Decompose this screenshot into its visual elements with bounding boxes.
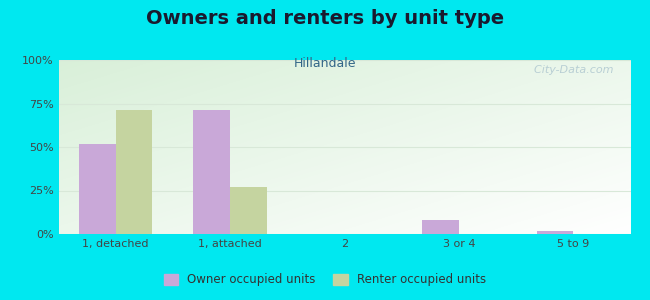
Legend: Owner occupied units, Renter occupied units: Owner occupied units, Renter occupied un… <box>159 269 491 291</box>
Text: Hillandale: Hillandale <box>294 57 356 70</box>
Bar <box>230 187 266 234</box>
Text: City-Data.com: City-Data.com <box>527 65 614 75</box>
Text: Owners and renters by unit type: Owners and renters by unit type <box>146 9 504 28</box>
Bar <box>116 110 152 234</box>
Bar <box>194 110 230 234</box>
Bar <box>537 231 573 234</box>
Bar <box>422 220 459 234</box>
Bar <box>79 143 116 234</box>
